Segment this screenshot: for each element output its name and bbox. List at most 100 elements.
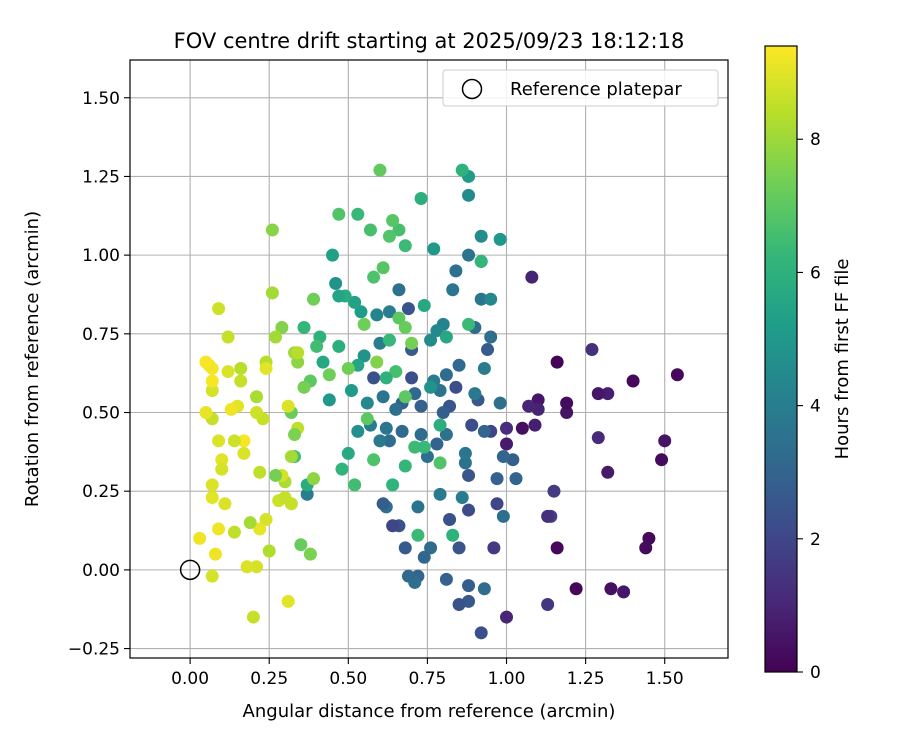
scatter-point — [382, 333, 396, 347]
plot-frame — [129, 59, 729, 659]
scatter-point — [278, 490, 292, 504]
scatter-point — [639, 541, 653, 555]
scatter-point — [332, 289, 346, 303]
scatter-point — [373, 163, 387, 177]
scatter-point — [316, 355, 330, 369]
scatter-point — [449, 380, 463, 394]
scatter-point — [398, 459, 412, 473]
scatter-point — [322, 393, 336, 407]
scatter-point — [303, 547, 317, 561]
scatter-point — [291, 346, 305, 360]
scatter-point — [370, 308, 384, 322]
scatter-point — [386, 214, 400, 228]
scatter-point — [670, 368, 684, 382]
scatter-point — [237, 434, 251, 448]
scatter-point — [487, 541, 501, 555]
scatter-point — [439, 330, 453, 344]
scatter-point — [430, 324, 444, 338]
x-tick-label: 1.00 — [488, 669, 526, 689]
scatter-point — [250, 560, 264, 574]
scatter-point — [411, 500, 425, 514]
colorbar-tick-label: 2 — [810, 530, 821, 550]
reference-platepar-marker — [179, 559, 201, 581]
scatter-point — [515, 421, 529, 435]
scatter-point — [243, 516, 257, 530]
scatter-point — [604, 582, 618, 596]
scatter-points — [193, 163, 684, 640]
scatter-point — [446, 283, 460, 297]
scatter-point — [547, 484, 561, 498]
scatter-point — [430, 437, 444, 451]
scatter-point — [550, 541, 564, 555]
scatter-point — [382, 229, 396, 243]
y-tick-label: 1.25 — [82, 167, 120, 187]
scatter-point — [398, 541, 412, 555]
y-tick-label: 0.75 — [82, 325, 120, 345]
scatter-point — [265, 286, 279, 300]
scatter-point — [360, 412, 374, 426]
scatter-point — [240, 560, 254, 574]
scatter-point — [490, 472, 504, 486]
scatter-point — [234, 361, 248, 375]
scatter-point — [259, 513, 273, 527]
scatter-point — [351, 207, 365, 221]
scatter-point — [525, 270, 539, 284]
scatter-point — [193, 531, 207, 545]
scatter-point — [591, 431, 605, 445]
scatter-point — [212, 522, 226, 536]
scatter-point — [259, 361, 273, 375]
colorbar-label: Hours from first FF file — [832, 259, 853, 460]
scatter-point — [484, 330, 498, 344]
x-tick-label: 0.00 — [171, 669, 209, 689]
scatter-point — [357, 349, 371, 363]
scatter-point — [585, 343, 599, 357]
scatter-point — [253, 522, 267, 536]
scatter-point — [458, 456, 472, 470]
scatter-point — [477, 361, 491, 375]
scatter-point — [329, 276, 343, 290]
scatter-point — [357, 317, 371, 331]
x-tick-label: 0.75 — [408, 669, 446, 689]
scatter-point — [335, 462, 349, 476]
scatter-point — [392, 311, 406, 325]
scatter-point — [246, 610, 260, 624]
scatter-point — [332, 207, 346, 221]
scatter-point — [408, 440, 422, 454]
scatter-point — [376, 390, 390, 404]
scatter-point — [401, 569, 415, 583]
scatter-point — [439, 428, 453, 442]
chart-title: FOV centre drift starting at 2025/09/23 … — [174, 29, 685, 53]
scatter-point — [455, 490, 469, 504]
scatter-point — [601, 465, 615, 479]
scatter-point — [379, 371, 393, 385]
scatter-point — [522, 399, 536, 413]
scatter-point — [658, 434, 672, 448]
scatter-point — [490, 497, 504, 511]
scatter-point — [477, 424, 491, 438]
scatter-point — [452, 597, 466, 611]
scatter-point — [322, 368, 336, 382]
scatter-point — [250, 406, 264, 420]
scatter-point — [405, 336, 419, 350]
colorbar-tick-label: 8 — [810, 130, 821, 150]
scatter-point — [462, 468, 476, 482]
scatter-point — [227, 525, 241, 539]
colorbar: 0 2 4 6 8 Hours from first FF file — [764, 45, 853, 683]
scatter-point — [414, 428, 428, 442]
scatter-point — [550, 355, 564, 369]
scatter-point — [205, 490, 219, 504]
scatter-point — [474, 626, 488, 640]
scatter-point — [493, 232, 507, 246]
scatter-point — [500, 610, 514, 624]
scatter-point — [221, 330, 235, 344]
scatter-point — [528, 418, 542, 432]
scatter-point — [269, 330, 283, 344]
scatter-point — [325, 248, 339, 262]
scatter-point — [433, 487, 447, 501]
scatter-point — [500, 437, 514, 451]
scatter-point — [360, 396, 374, 410]
x-tick-label: 0.50 — [329, 669, 367, 689]
scatter-point — [373, 434, 387, 448]
colorbar-tick-label: 6 — [810, 263, 821, 283]
scatter-point — [218, 497, 232, 511]
